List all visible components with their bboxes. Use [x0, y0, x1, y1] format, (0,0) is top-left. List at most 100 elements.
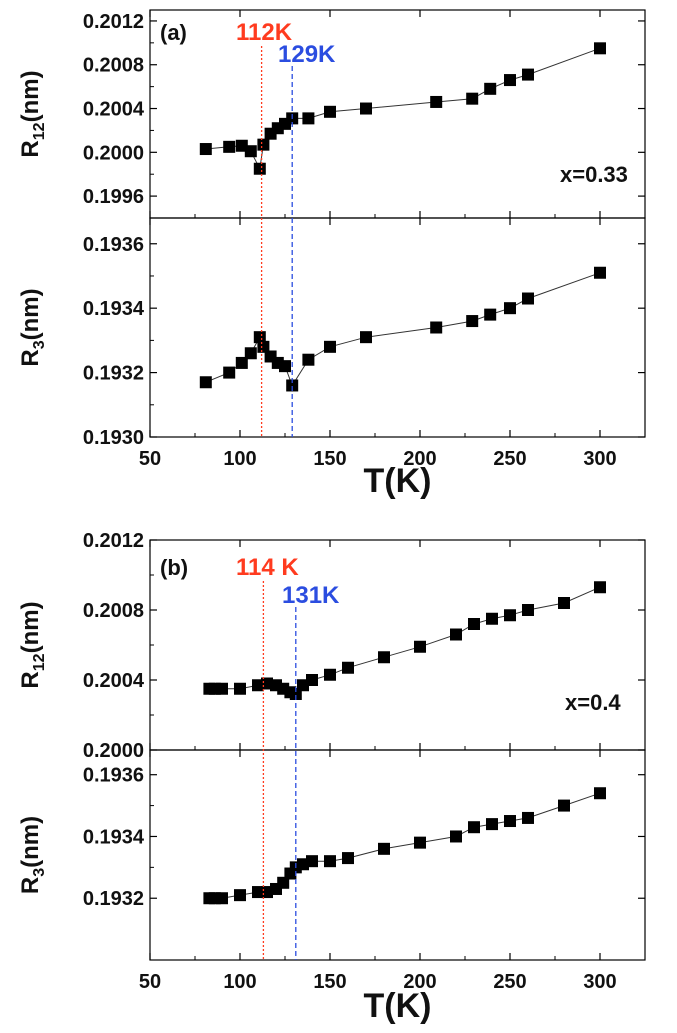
data-point — [594, 787, 606, 800]
panel-label: (a) — [160, 20, 187, 45]
data-point — [257, 340, 270, 353]
y-tick-label: 0.2012 — [83, 11, 144, 33]
panel-label: (b) — [160, 555, 188, 580]
y-tick-label: 0.2008 — [83, 55, 144, 77]
data-point — [558, 799, 570, 812]
data-point — [244, 145, 257, 158]
data-point — [378, 842, 390, 855]
series-line — [205, 272, 601, 387]
y-tick-label: 0.2004 — [83, 670, 145, 692]
data-point — [216, 682, 228, 695]
y-label-sub: 3 — [31, 340, 48, 349]
data-point — [199, 376, 212, 389]
data-point — [414, 836, 426, 849]
chart-panel-0: 0.19960.20000.20040.20080.2012R12(nm)0.1… — [17, 9, 646, 500]
y-tick-label: 0.2008 — [83, 600, 144, 622]
data-point — [594, 266, 606, 279]
y-axis-label: R3(nm) — [17, 816, 48, 894]
y-label-main: R — [17, 671, 44, 688]
data-point — [324, 668, 336, 681]
y-tick-label: 0.1930 — [83, 427, 144, 449]
data-point — [216, 892, 228, 905]
data-point — [450, 830, 462, 843]
data-point — [522, 292, 534, 305]
data-point — [466, 315, 479, 328]
data-point — [277, 876, 290, 889]
data-point — [522, 811, 534, 824]
data-point — [430, 95, 443, 108]
data-point — [324, 340, 336, 353]
data-point — [378, 651, 390, 664]
data-point — [594, 581, 606, 594]
data-point — [234, 682, 246, 695]
data-point — [504, 74, 516, 87]
data-point — [594, 42, 606, 55]
x-tick-label: 50 — [139, 448, 161, 470]
data-point — [306, 855, 318, 868]
x-tick-label: 200 — [403, 448, 436, 470]
y-label-unit: (nm) — [17, 70, 44, 122]
x-tick-label: 100 — [223, 448, 256, 470]
y-label-main: R — [17, 140, 44, 157]
data-point — [486, 612, 498, 625]
x-axis-label: T(K) — [364, 987, 432, 1025]
plot-frame — [149, 539, 646, 751]
data-point — [360, 331, 372, 344]
x-tick-label: 100 — [223, 971, 256, 993]
y-tick-label: 0.1936 — [83, 234, 144, 256]
data-point — [360, 102, 372, 115]
data-point — [257, 138, 270, 151]
y-tick-label: 0.1996 — [83, 186, 144, 208]
data-point — [430, 321, 443, 334]
transition-label-blue: 131K — [282, 582, 340, 609]
data-point — [468, 618, 480, 630]
data-point — [468, 821, 480, 834]
transition-label-red: 114 K — [236, 554, 299, 581]
subplot-1-1: 0.1932 0.1934 0.1936 R3(nm) — [17, 749, 646, 961]
y-axis-label: R12(nm) — [17, 601, 48, 688]
y-label-main: R — [17, 877, 44, 894]
x-tick-label: 300 — [583, 971, 616, 993]
data-point — [504, 609, 516, 622]
chart-panel-1: 0.20000.20040.20080.2012R12(nm)0.19320.1… — [17, 530, 646, 1025]
y-tick-label: 0.2000 — [83, 740, 144, 762]
data-point — [306, 674, 318, 686]
plot-frame — [149, 749, 646, 961]
y-tick-label: 0.2000 — [83, 142, 144, 164]
y-tick-label: 0.1932 — [83, 888, 144, 910]
y-label-unit: (nm) — [17, 601, 44, 653]
data-point — [223, 366, 236, 379]
x-tick-label: 150 — [313, 448, 346, 470]
y-label-sub: 12 — [31, 122, 48, 140]
data-point — [484, 82, 497, 95]
x-tick-label: 200 — [403, 971, 436, 993]
subplot-0-1: 0.1930 0.1932 0.1934 0.1936 R3(nm) — [17, 217, 646, 449]
x-tick-label: 300 — [583, 448, 616, 470]
data-point — [484, 308, 497, 321]
data-point — [486, 818, 498, 831]
data-point — [504, 302, 516, 315]
data-point — [199, 143, 212, 156]
x-tick-label: 250 — [493, 448, 526, 470]
y-tick-label: 0.1936 — [83, 765, 144, 787]
data-point — [324, 855, 336, 868]
data-point — [279, 360, 291, 373]
y-axis-label: R3(nm) — [17, 288, 48, 366]
y-label-unit: (nm) — [17, 288, 44, 340]
y-label-unit: (nm) — [17, 816, 44, 868]
x-tick-label: 250 — [493, 971, 526, 993]
data-point — [302, 353, 315, 366]
data-point — [342, 852, 354, 865]
data-point — [522, 68, 534, 81]
y-tick-label: 0.2004 — [83, 99, 145, 121]
plot-frame — [149, 217, 646, 438]
data-point — [466, 92, 479, 105]
transition-label-red: 112K — [236, 19, 293, 46]
y-label-sub: 12 — [31, 653, 48, 671]
x-tick-label: 50 — [139, 971, 161, 993]
data-point — [558, 597, 570, 609]
y-label-main: R — [17, 349, 44, 366]
composition-label: x=0.33 — [560, 162, 628, 187]
data-point — [450, 628, 462, 641]
data-point — [244, 347, 257, 360]
